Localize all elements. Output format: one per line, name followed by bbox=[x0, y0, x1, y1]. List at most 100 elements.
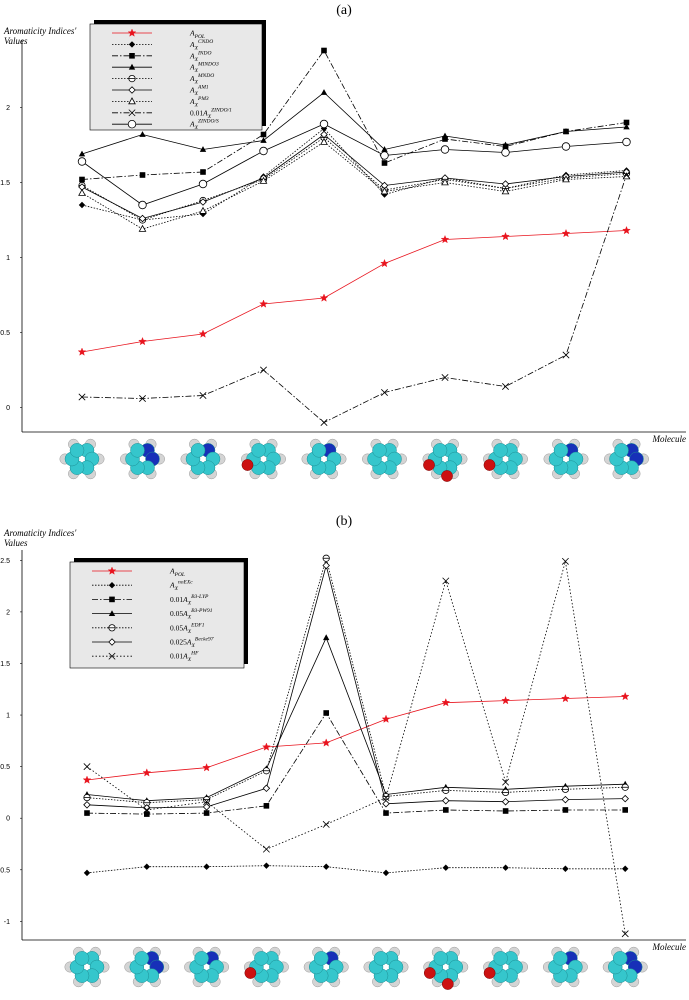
data-point-s4-p6 bbox=[442, 786, 450, 794]
y-axis-label-line1: Aromaticity Indices' bbox=[3, 26, 77, 36]
legend-swatch-marker bbox=[108, 582, 116, 589]
data-point-s4-p9 bbox=[621, 783, 629, 791]
data-point-s2-p4 bbox=[321, 47, 327, 54]
legend-entry-8: AXZINDO/S bbox=[189, 119, 219, 132]
data-point-s1-p4 bbox=[323, 863, 330, 870]
data-point-s2-p0 bbox=[79, 176, 85, 183]
molecule-icon-10 bbox=[604, 438, 649, 480]
series-line-7 bbox=[81, 174, 627, 423]
series-line-5 bbox=[81, 133, 627, 219]
y-tick-label: -0.5 bbox=[0, 867, 10, 874]
data-point-s6-p3 bbox=[262, 845, 270, 853]
y-tick-label: -1 bbox=[4, 919, 10, 926]
chart-panel-b: Aromaticity Indices'Values Molecule -1 -0.5… bbox=[0, 528, 686, 990]
data-point-s3-p8 bbox=[562, 128, 570, 134]
data-point-s1-p5 bbox=[382, 869, 390, 877]
data-point-s1-p6 bbox=[442, 864, 449, 871]
data-point-s2-p9 bbox=[622, 807, 628, 813]
data-point-s3-p7 bbox=[502, 141, 509, 148]
data-point-s5-p7 bbox=[501, 180, 510, 188]
data-point-s1-p7 bbox=[502, 864, 509, 871]
molecule-icon-1 bbox=[59, 438, 105, 480]
data-point-s5-p3 bbox=[262, 784, 271, 793]
legend: APOLAXCNDOAXINDOAXMINDO3AXMNDOAXAM1AXPM3… bbox=[89, 20, 266, 132]
data-point-s5-p9 bbox=[621, 794, 629, 803]
data-point-s7-p7 bbox=[502, 383, 509, 390]
data-point-s3-p5 bbox=[381, 146, 388, 152]
data-point-s2-p7 bbox=[502, 808, 509, 814]
data-point-s8-p0 bbox=[77, 157, 87, 166]
legend-swatch-marker bbox=[128, 41, 136, 48]
data-point-s2-p6 bbox=[443, 807, 449, 813]
molecule-icon-3 bbox=[184, 946, 230, 988]
molecule-icon-7 bbox=[422, 438, 468, 482]
data-point-s1-p3 bbox=[263, 862, 270, 869]
data-point-s7-p1 bbox=[139, 395, 146, 402]
legend-swatch-marker bbox=[128, 63, 136, 70]
data-point-s2-p5 bbox=[381, 160, 388, 166]
series-line-8 bbox=[81, 123, 627, 206]
y-tick-label: 2 bbox=[6, 609, 10, 616]
data-point-s2-p4 bbox=[323, 710, 329, 716]
data-point-s1-p2 bbox=[199, 210, 207, 218]
legend-entry-4: AXMNDO bbox=[189, 73, 214, 86]
series-line-5 bbox=[86, 563, 626, 809]
data-point-s1-p5 bbox=[381, 191, 388, 198]
data-point-s1-p8 bbox=[562, 865, 569, 872]
legend: APOLAXnoEXc0.01AXB3-LYP0.05AXB3-PW910.05… bbox=[69, 558, 248, 669]
molecule-icon-4 bbox=[243, 946, 289, 988]
x-axis-label: Molecule bbox=[652, 942, 686, 952]
x-axis-label: Molecule bbox=[652, 434, 686, 444]
series-line-2 bbox=[86, 712, 626, 815]
data-point-s5-p2 bbox=[202, 803, 211, 811]
data-point-s2-p5 bbox=[383, 810, 389, 816]
y-axis-label-line2: Values bbox=[4, 36, 28, 46]
data-point-s5-p4 bbox=[322, 561, 330, 570]
data-point-s5-p5 bbox=[382, 800, 390, 808]
data-point-s0-p5 bbox=[381, 714, 391, 723]
y-tick-label: 1.5 bbox=[0, 661, 10, 668]
data-point-s4-p3 bbox=[262, 767, 270, 775]
data-point-s0-p9 bbox=[622, 225, 631, 235]
molecule-icon-5 bbox=[303, 946, 349, 988]
legend-entry-0: APOL bbox=[189, 29, 205, 41]
legend-entry-6: 0.01AXHF bbox=[170, 651, 199, 664]
molecule-icon-2 bbox=[124, 946, 170, 988]
molecule-icon-7 bbox=[423, 946, 469, 990]
data-point-s6-p7 bbox=[502, 778, 510, 786]
molecule-icon-1 bbox=[64, 946, 110, 988]
legend-entry-3: AXMINDO3 bbox=[189, 62, 219, 75]
data-point-s0-p3 bbox=[262, 742, 271, 751]
y-axis-label-line2: Values bbox=[4, 538, 28, 548]
molecule-icon-4 bbox=[241, 438, 286, 480]
molecule-icon-6 bbox=[363, 946, 409, 988]
y-tick-label: 0.5 bbox=[0, 330, 10, 337]
data-point-s0-p8 bbox=[561, 228, 571, 238]
y-tick-label: 2.5 bbox=[0, 558, 10, 565]
data-point-s0-p2 bbox=[202, 763, 211, 772]
molecule-icon-8 bbox=[483, 946, 529, 988]
data-point-s7-p3 bbox=[260, 366, 267, 374]
data-point-s2-p6 bbox=[442, 136, 448, 142]
data-point-s3-p9 bbox=[623, 123, 630, 130]
data-point-s7-p0 bbox=[78, 393, 86, 401]
data-point-s2-p9 bbox=[623, 119, 630, 126]
data-point-s6-p5 bbox=[382, 794, 390, 802]
data-point-s6-p1 bbox=[143, 806, 151, 814]
data-point-s0-p7 bbox=[501, 231, 510, 241]
data-point-s6-p0 bbox=[78, 188, 86, 196]
legend-entry-4: 0.05AXEDF1 bbox=[170, 622, 205, 635]
molecule-icon-2 bbox=[120, 438, 165, 480]
data-point-s8-p9 bbox=[622, 137, 631, 147]
molecule-icon-8 bbox=[483, 438, 528, 480]
data-point-s4-p1 bbox=[143, 799, 151, 807]
data-point-s4-p8 bbox=[561, 785, 570, 793]
data-point-s0-p6 bbox=[440, 234, 450, 244]
panel-label-b: (b) bbox=[336, 514, 353, 529]
data-point-s0-p4 bbox=[321, 738, 331, 747]
molecule-icon-5 bbox=[301, 438, 347, 480]
legend-entry-2: 0.01AXB3-LYP bbox=[170, 594, 209, 607]
data-point-s7-p4 bbox=[320, 419, 328, 426]
data-point-s0-p2 bbox=[198, 329, 208, 338]
